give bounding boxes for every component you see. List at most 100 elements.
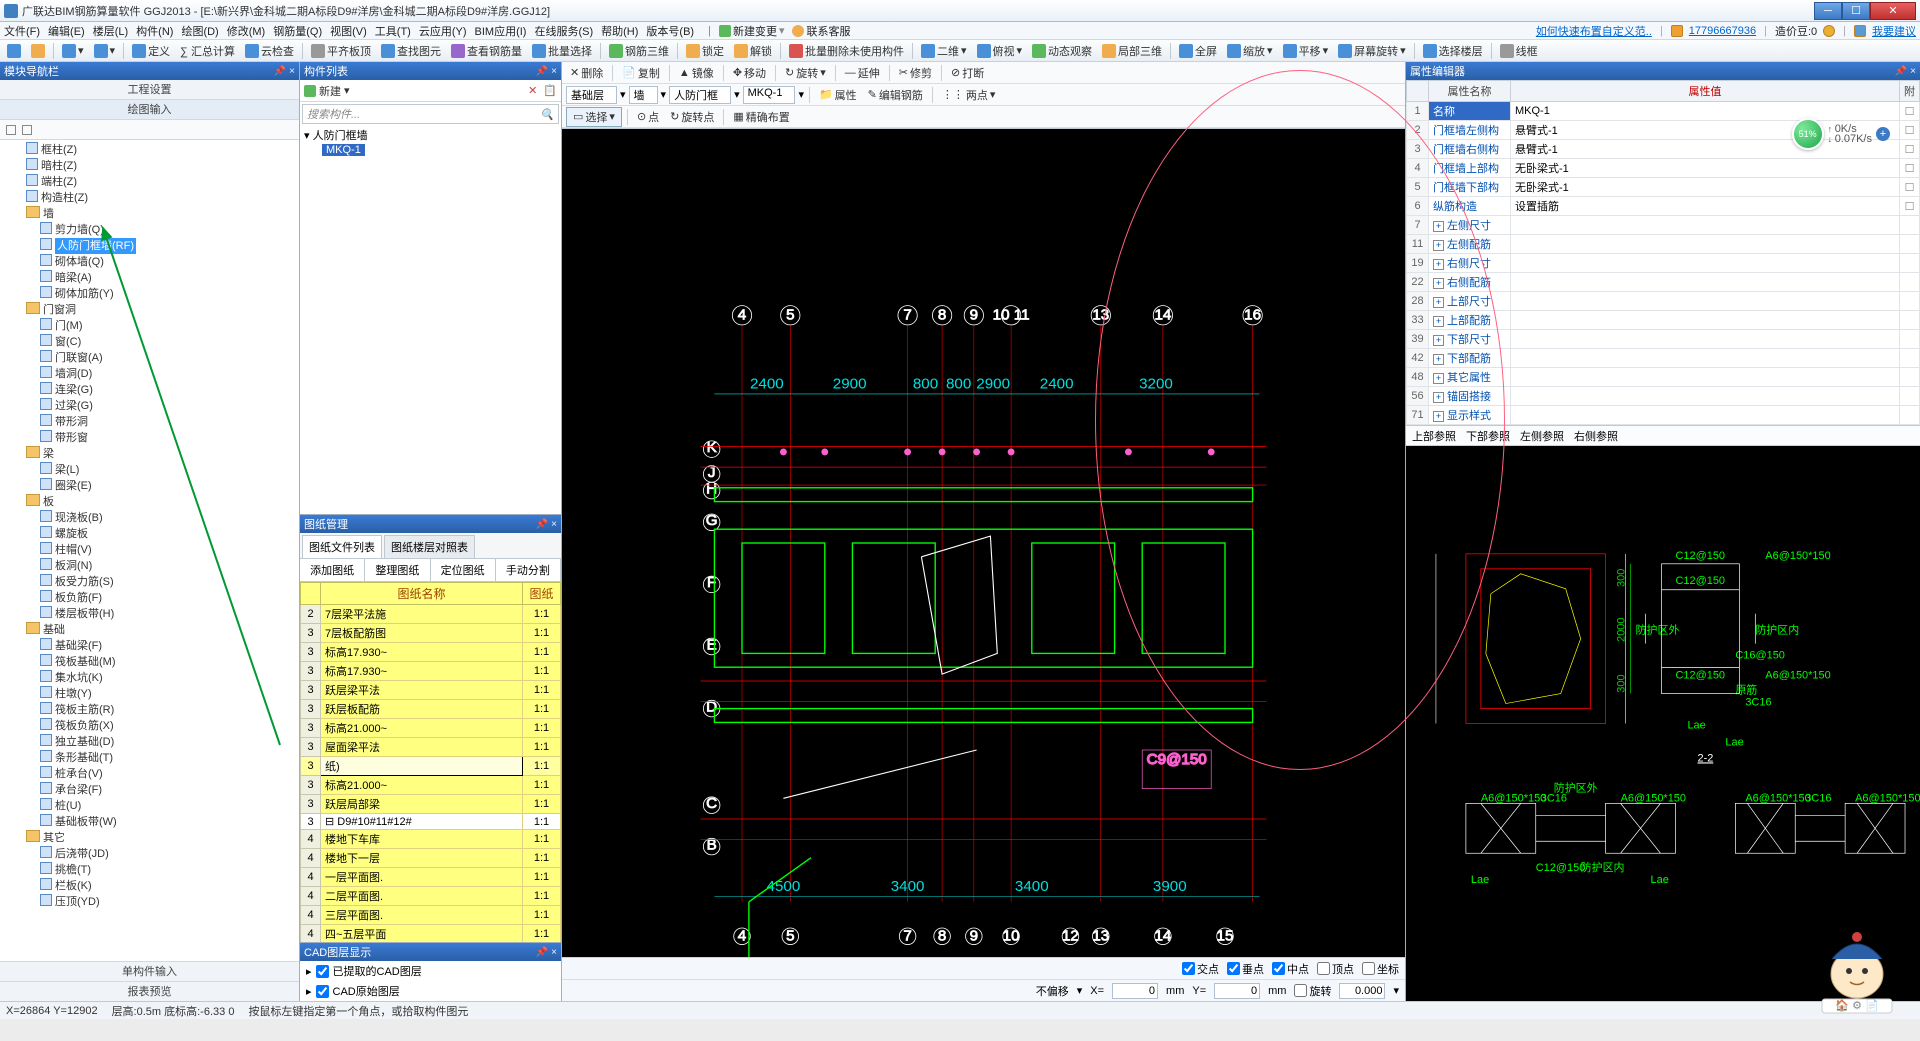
tree-group[interactable]: 墙 [26, 206, 299, 222]
ref-tab-top[interactable]: 上部参照 [1412, 428, 1456, 444]
btn-point[interactable]: ⊙ 点 [633, 109, 663, 125]
btn-trim[interactable]: ✂ 修剪 [895, 65, 936, 81]
tree-item[interactable]: 后浇带(JD) [40, 846, 299, 862]
cad-chk-original[interactable] [316, 985, 329, 998]
tree-item[interactable]: 墙洞(D) [40, 366, 299, 382]
ref-tab-bot[interactable]: 下部参照 [1466, 428, 1510, 444]
menu-bim[interactable]: BIM应用(I) [475, 23, 527, 39]
left-sub1[interactable]: 工程设置 [0, 80, 299, 100]
snap-coord[interactable]: 坐标 [1362, 961, 1399, 977]
tree-item[interactable]: 挑檐(T) [40, 862, 299, 878]
tree-group[interactable]: 门窗洞 [26, 302, 299, 318]
mid-root[interactable]: 人防门框墙 [313, 130, 368, 142]
btn-mirror[interactable]: ▲ 镜像 [675, 65, 718, 81]
btn-copy[interactable]: 📄 复制 [618, 65, 664, 81]
dm-row[interactable]: 3⊟ D9#10#11#12#1:1 [301, 814, 561, 830]
prop-row[interactable]: 71显示样式 [1407, 406, 1920, 425]
tb-batchdel[interactable]: 批量删除未使用构件 [786, 43, 907, 59]
dm-table[interactable]: 图纸名称图纸 27层梁平法施1:137层板配筋图1:13标高17.930~1:1… [300, 582, 561, 942]
snap-top[interactable]: 顶点 [1317, 961, 1354, 977]
new-change-link[interactable]: 新建变更 [733, 23, 777, 39]
tree-item[interactable]: 独立基础(D) [40, 734, 299, 750]
sel-comp[interactable]: MKQ-1 [743, 86, 796, 104]
noskew-label[interactable]: 不偏移 [1036, 983, 1069, 999]
tree-item[interactable]: 楼层板带(H) [40, 606, 299, 622]
tb-define[interactable]: 定义 [129, 43, 173, 59]
tree-item[interactable]: 筏板主筋(R) [40, 702, 299, 718]
menu-online[interactable]: 在线服务(S) [534, 23, 593, 39]
tree-item[interactable]: 带形洞 [40, 414, 299, 430]
tab-report[interactable]: 报表预览 [0, 981, 299, 1001]
reference-view[interactable]: C12@150 A6@150*150 C12@150 防护区外 防护区内 C16… [1406, 446, 1920, 1001]
prop-row[interactable]: 4门框墙上部构无卧梁式-1☐ [1407, 159, 1920, 178]
prop-row[interactable]: 48其它属性 [1407, 368, 1920, 387]
tree-group[interactable]: 板 [26, 494, 299, 510]
speed-plus[interactable]: + [1876, 127, 1890, 141]
tree-item[interactable]: 带形窗 [40, 430, 299, 446]
cad-chk-extracted[interactable] [316, 965, 329, 978]
btn-precise[interactable]: ▦ 精确布置 [729, 109, 793, 125]
tree-item[interactable]: 现浇板(B) [40, 510, 299, 526]
dm-row[interactable]: 4四~五层平面1:1 [301, 925, 561, 943]
tb1-undo[interactable]: ▾ [59, 44, 87, 58]
tb1-btn[interactable] [4, 44, 24, 58]
btn-editrebar[interactable]: ✎ 编辑钢筋 [864, 87, 927, 103]
dm-row[interactable]: 4楼地下一层1:1 [301, 849, 561, 868]
suggest-link[interactable]: 我要建议 [1872, 23, 1916, 39]
tb-orbit[interactable]: 动态观察 [1029, 43, 1095, 59]
tree-item[interactable]: 柱墩(Y) [40, 686, 299, 702]
tree-item[interactable]: 连梁(G) [40, 382, 299, 398]
canvas[interactable]: 4578910 11131416 KJHGFEDCB 4578910121314… [562, 129, 1405, 957]
tb-find[interactable]: 查找图元 [378, 43, 444, 59]
dm-add[interactable]: 添加图纸 [300, 559, 365, 581]
menu-edit[interactable]: 编辑(E) [48, 23, 85, 39]
tree-item[interactable]: 基础板带(W) [40, 814, 299, 830]
menu-component[interactable]: 构件(N) [136, 23, 173, 39]
btn-delete[interactable]: ✕ 删除 [566, 65, 607, 81]
prop-row[interactable]: 33上部配筋 [1407, 311, 1920, 330]
tb-2d[interactable]: 二维▾ [918, 43, 970, 59]
dm-row[interactable]: 4三层平面图.1:1 [301, 906, 561, 925]
tree-item[interactable]: 门(M) [40, 318, 299, 334]
menu-view[interactable]: 视图(V) [330, 23, 367, 39]
dm-row[interactable]: 4楼地下车库1:1 [301, 830, 561, 849]
left-sub2[interactable]: 绘图输入 [0, 100, 299, 120]
dm-row[interactable]: 3标高17.930~1:1 [301, 643, 561, 662]
prop-row[interactable]: 39下部尺寸 [1407, 330, 1920, 349]
rot-input[interactable] [1339, 983, 1385, 999]
maximize-button[interactable]: ☐ [1842, 2, 1870, 20]
tree-item[interactable]: 端柱(Z) [26, 174, 299, 190]
ref-tab-right[interactable]: 右侧参照 [1574, 428, 1618, 444]
tb1-redo[interactable]: ▾ [91, 44, 119, 58]
tb-sum[interactable]: ∑ 汇总计算 [177, 43, 238, 59]
tree-item[interactable]: 承台梁(F) [40, 782, 299, 798]
tree-item[interactable]: 剪力墙(Q) [40, 222, 299, 238]
btn-rotate[interactable]: ↻ 旋转 ▾ [781, 65, 830, 81]
tb-zoom[interactable]: 缩放▾ [1224, 43, 1276, 59]
prop-row[interactable]: 42下部配筋 [1407, 349, 1920, 368]
dm-row[interactable]: 3标高21.000~1:1 [301, 719, 561, 738]
tree-group[interactable]: 梁 [26, 446, 299, 462]
sel-floor[interactable]: 基础层 [566, 86, 617, 104]
tree-item[interactable]: 圈梁(E) [40, 478, 299, 494]
tree-item[interactable]: 集水坑(K) [40, 670, 299, 686]
snap-mid[interactable]: 中点 [1272, 961, 1309, 977]
component-tree[interactable]: 框柱(Z)暗柱(Z)端柱(Z)构造柱(Z)墙剪力墙(Q)人防门框墙(RF)砌体墙… [0, 140, 299, 961]
tb-selfloor[interactable]: 选择楼层 [1420, 43, 1486, 59]
ref-tab-left[interactable]: 左侧参照 [1520, 428, 1564, 444]
snap-perp[interactable]: 垂点 [1227, 961, 1264, 977]
tree-item[interactable]: 桩(U) [40, 798, 299, 814]
search-input[interactable]: 搜索构件...🔍 [302, 104, 559, 124]
user-link[interactable]: 17796667936 [1689, 25, 1756, 37]
btn-move[interactable]: ✥ 移动 [729, 65, 770, 81]
tree-item[interactable]: 筏板负筋(X) [40, 718, 299, 734]
prop-row[interactable]: 19右侧尺寸 [1407, 254, 1920, 273]
tree-item[interactable]: 压顶(YD) [40, 894, 299, 910]
prop-row[interactable]: 5门框墙下部构无卧梁式-1☐ [1407, 178, 1920, 197]
btn-prop[interactable]: 📁 属性 [815, 87, 861, 103]
tb-batchsel[interactable]: 批量选择 [529, 43, 595, 59]
tree-item[interactable]: 螺旋板 [40, 526, 299, 542]
tb-local3d[interactable]: 局部三维 [1099, 43, 1165, 59]
tb-topview[interactable]: 俯视▾ [974, 43, 1026, 59]
snap-cross[interactable]: 交点 [1182, 961, 1219, 977]
